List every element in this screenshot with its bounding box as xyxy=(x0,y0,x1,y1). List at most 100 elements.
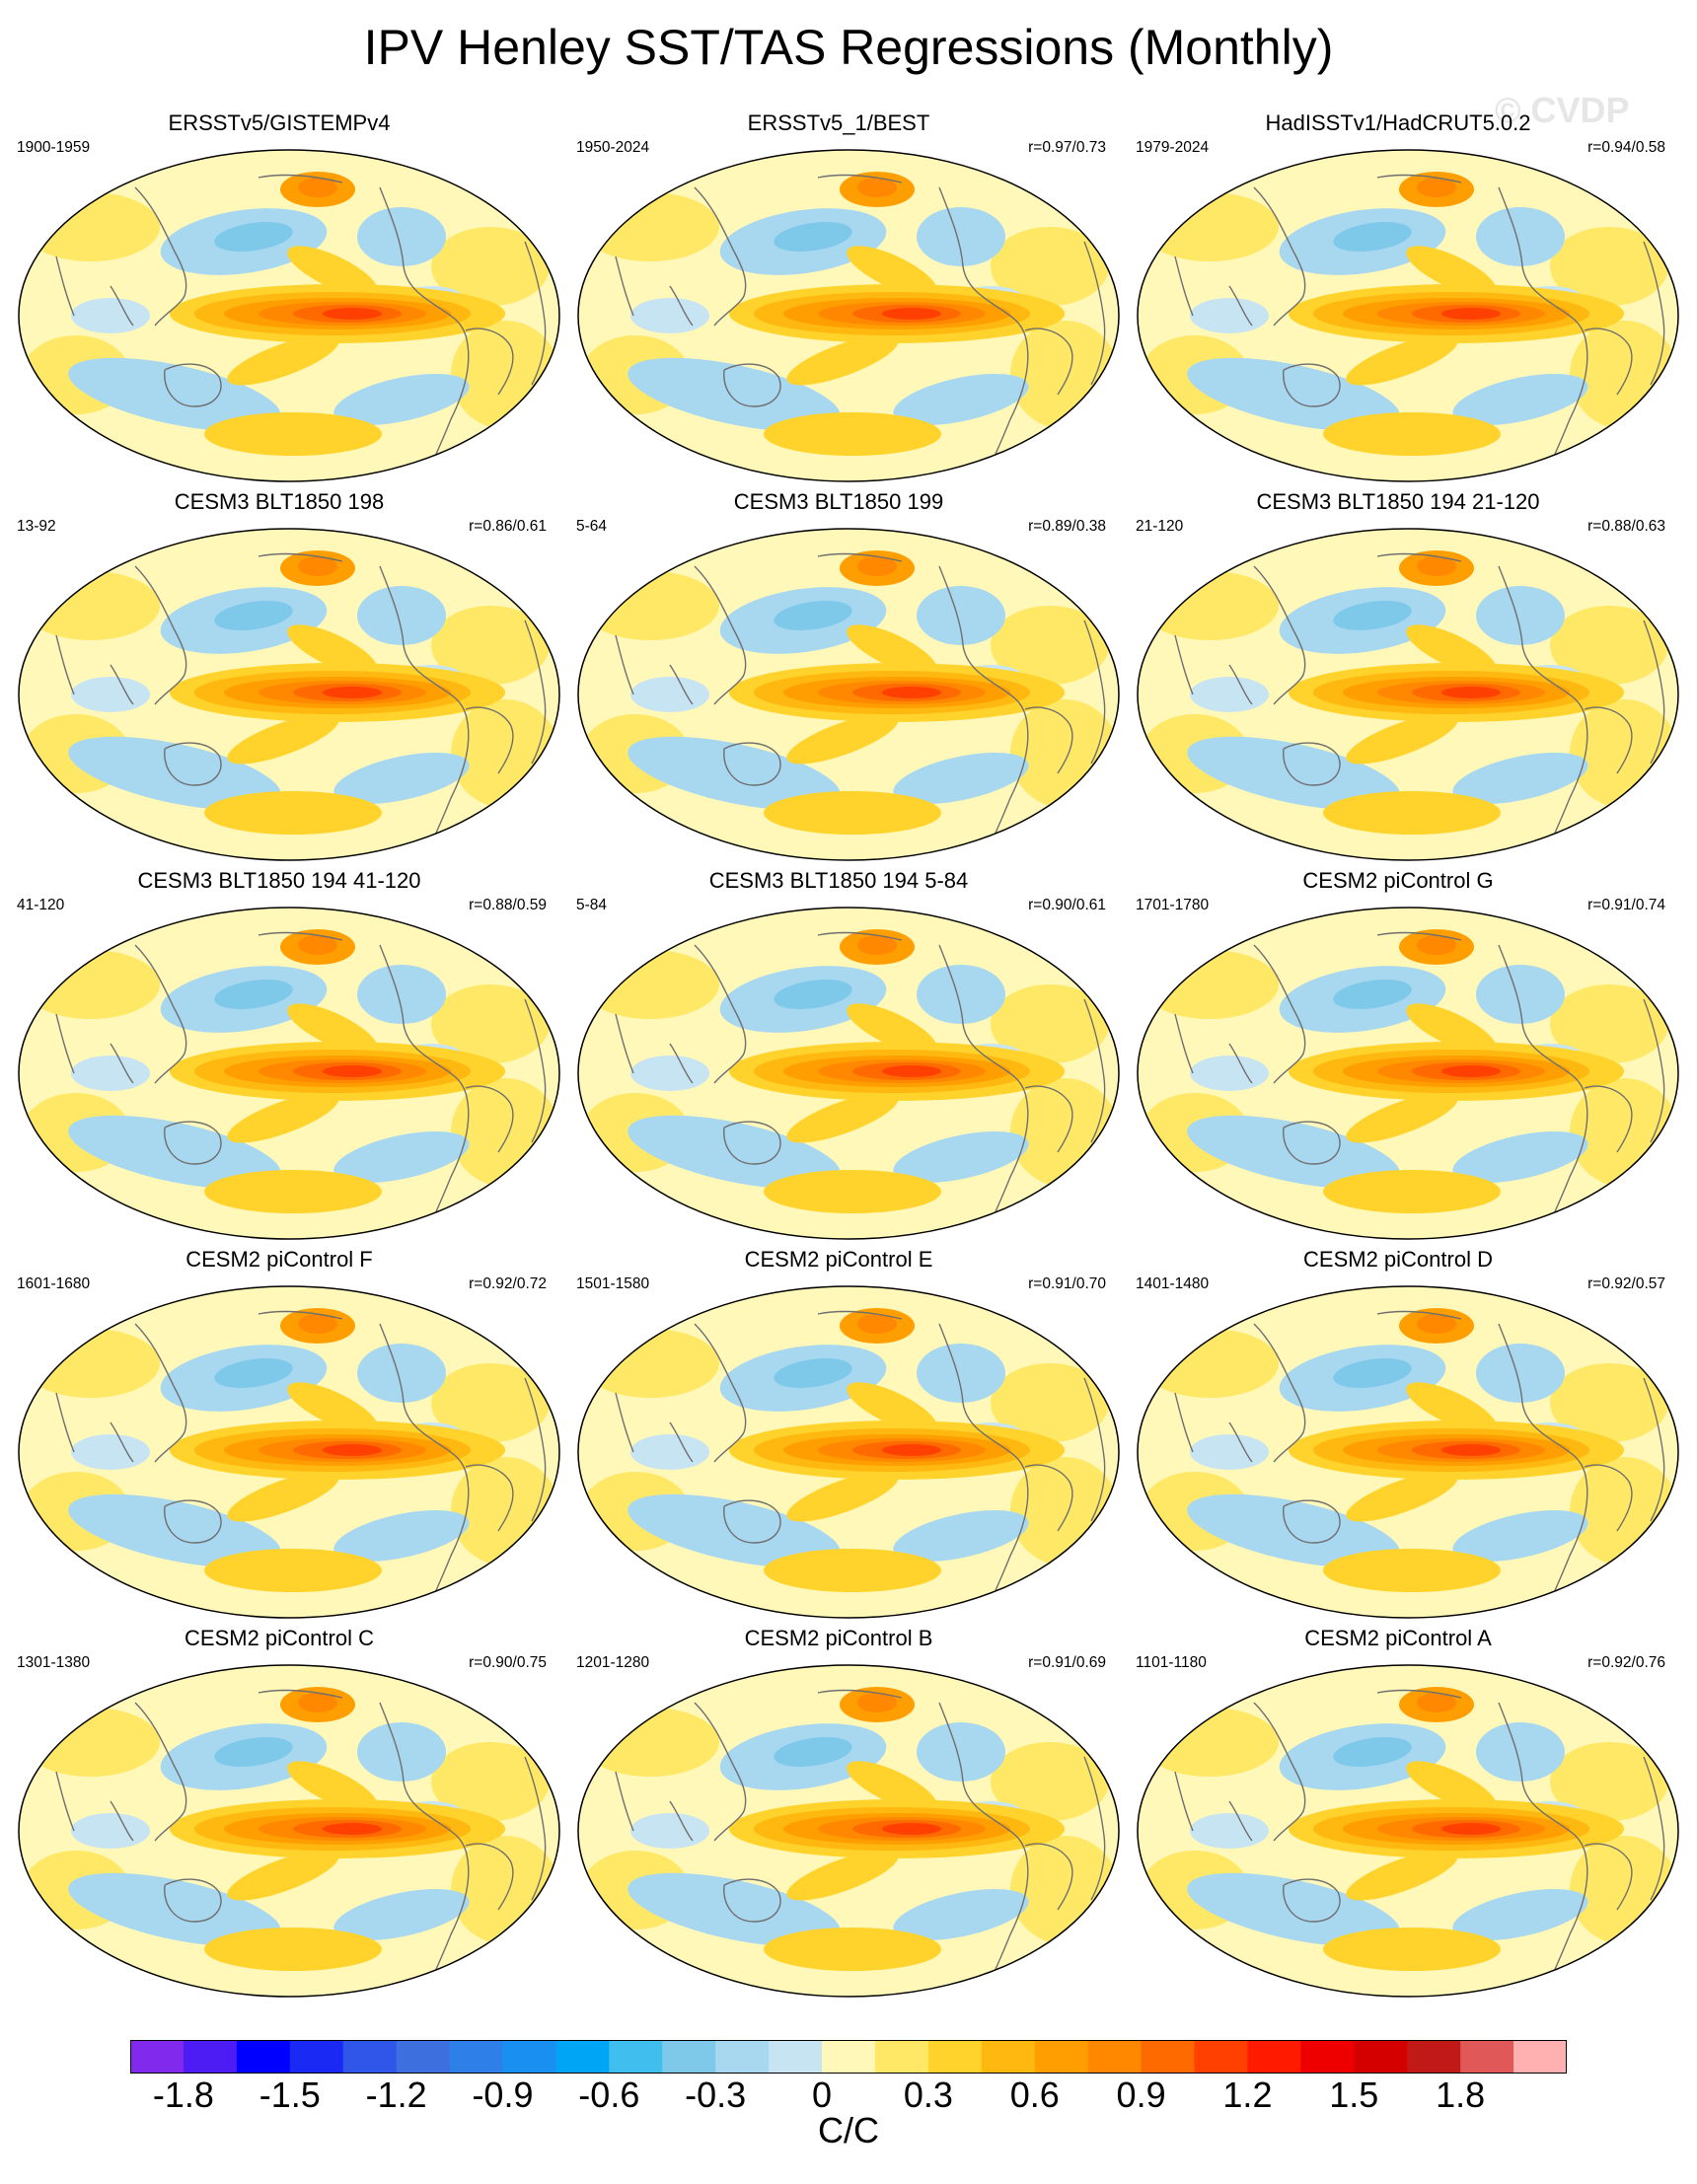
coastline xyxy=(669,1800,694,1842)
field-contour xyxy=(857,556,897,576)
map-panel: CESM2 piControl A 1101-1180 r=0.92/0.76 xyxy=(1119,1626,1679,2002)
field-contour xyxy=(991,1742,1109,1821)
field-contour xyxy=(882,1065,941,1077)
field-contour xyxy=(68,736,281,811)
map-panel: CESM2 piControl B 1201-1280 r=0.91/0.69 xyxy=(559,1626,1120,2002)
coastline xyxy=(258,1689,343,1699)
coastline xyxy=(379,565,470,845)
regression-map xyxy=(1137,1285,1679,1619)
colorbar-swatch xyxy=(1141,2040,1196,2074)
coastline xyxy=(694,186,747,327)
map-panel: ERSSTv5/GISTEMPv4 1900-1959 xyxy=(0,110,560,487)
field-contour xyxy=(764,791,941,835)
panel-pattern-correlation: r=0.91/0.69 xyxy=(1028,1654,1106,1671)
regression-map xyxy=(1137,528,1679,861)
field-contour xyxy=(893,1131,1029,1183)
field-contour xyxy=(893,374,1029,425)
colorbar-swatch xyxy=(1034,2040,1089,2074)
field-contour xyxy=(68,1872,281,1947)
field-contour xyxy=(287,1003,378,1055)
colorbar-swatch xyxy=(874,2040,929,2074)
coastline xyxy=(938,944,1029,1224)
panel-title: CESM2 piControl A xyxy=(1304,1626,1492,1650)
colorbar-tick-label: -1.2 xyxy=(365,2075,427,2115)
regression-map xyxy=(577,1664,1120,1998)
field-contour xyxy=(857,178,897,197)
coastline xyxy=(134,186,187,327)
panel-period: 1501-1580 xyxy=(576,1275,650,1292)
field-contour xyxy=(1346,1471,1458,1522)
map-panel: CESM2 piControl C 1301-1380 r=0.90/0.75 xyxy=(0,1626,560,2002)
field-contour xyxy=(287,246,378,297)
field-contour xyxy=(214,1737,293,1767)
coastline xyxy=(1643,1756,1665,1901)
coastline xyxy=(258,1310,343,1320)
regression-map xyxy=(1137,1664,1679,1998)
regression-map xyxy=(18,1285,560,1619)
coastline xyxy=(1283,1878,1341,1923)
map-field xyxy=(1138,150,1678,481)
map-field xyxy=(19,150,559,481)
colorbar-swatch xyxy=(1407,2040,1461,2074)
panel-pattern-correlation: r=0.88/0.63 xyxy=(1587,518,1665,535)
field-contour xyxy=(882,308,941,320)
coastline xyxy=(258,174,343,183)
panel-title: CESM2 piControl C xyxy=(184,1626,374,1650)
field-contour xyxy=(431,984,550,1063)
coastline xyxy=(1283,363,1341,407)
field-contour xyxy=(204,791,382,835)
panel-pattern-correlation: r=0.97/0.73 xyxy=(1028,139,1106,156)
panel-period: 1950-2024 xyxy=(576,139,650,156)
coastline xyxy=(524,619,547,764)
field-contour xyxy=(214,980,293,1009)
coastline xyxy=(379,186,470,467)
field-contour xyxy=(333,1510,470,1562)
colorbar-tick-label: -1.8 xyxy=(152,2075,214,2115)
coastline xyxy=(723,1878,781,1923)
field-contour xyxy=(1190,1813,1269,1849)
field-contour xyxy=(214,601,293,630)
colorbar-tick-label: -0.6 xyxy=(578,2075,640,2115)
regression-map xyxy=(1137,907,1679,1240)
panel-title: CESM3 BLT1850 194 5-84 xyxy=(708,868,969,893)
field-contour xyxy=(1333,1358,1412,1388)
coastline xyxy=(379,944,470,1224)
field-contour xyxy=(1406,624,1497,676)
coastline xyxy=(1283,1121,1341,1165)
field-contour xyxy=(991,1363,1109,1442)
field-contour xyxy=(1452,1889,1588,1940)
map-border xyxy=(577,907,1120,1240)
field-contour xyxy=(1190,1434,1269,1470)
coastline xyxy=(110,1421,134,1463)
field-contour xyxy=(774,1737,852,1767)
coastline xyxy=(1174,1013,1194,1074)
field-contour xyxy=(287,1382,378,1433)
coastline xyxy=(694,944,747,1084)
coastline xyxy=(55,1392,75,1453)
regression-map xyxy=(18,149,560,482)
field-contour xyxy=(333,753,470,804)
field-contour xyxy=(630,1813,709,1849)
field-contour xyxy=(1406,1761,1497,1812)
coastline xyxy=(110,664,134,705)
coastline xyxy=(615,1392,634,1453)
field-contour xyxy=(1417,556,1456,576)
coastline xyxy=(1228,285,1253,327)
map-panel: CESM2 piControl D 1401-1480 r=0.92/0.57 xyxy=(1119,1247,1679,1624)
colorbar-swatch xyxy=(662,2040,716,2074)
field-contour xyxy=(1190,298,1269,333)
field-contour xyxy=(1417,1693,1456,1712)
field-contour xyxy=(357,586,446,645)
map-panel: HadISSTv1/HadCRUT5.0.2 1979-2024 r=0.94/0.… xyxy=(1119,110,1679,487)
colorbar-tick-label: 1.5 xyxy=(1329,2075,1379,2115)
colorbar-tick-label: 0.3 xyxy=(903,2075,953,2115)
regression-map xyxy=(577,907,1120,1240)
field-contour xyxy=(1476,586,1565,645)
field-contour xyxy=(357,1722,446,1782)
coastline xyxy=(1024,1843,1073,1911)
field-contour xyxy=(1406,246,1497,297)
map-panel: ERSSTv5_1/BEST 1950-2024 r=0.97/0.73 xyxy=(559,110,1120,487)
coastline xyxy=(669,1043,694,1084)
field-contour xyxy=(431,1742,550,1821)
field-contour xyxy=(68,1493,281,1568)
